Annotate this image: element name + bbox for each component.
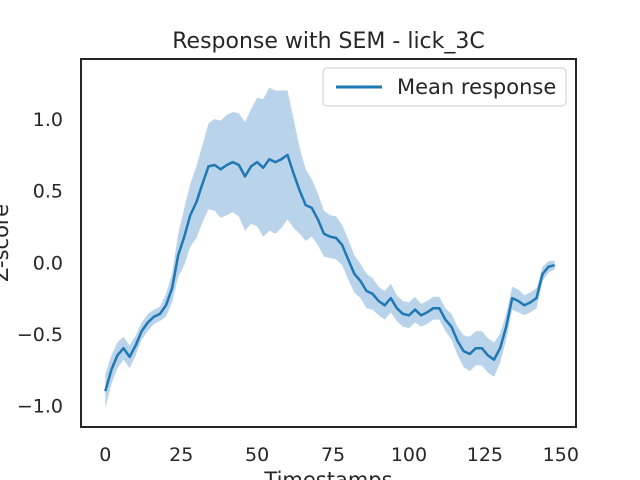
sem-band <box>105 87 555 409</box>
y-tick-label: 0.0 <box>33 252 63 274</box>
x-tick-label: 150 <box>543 444 579 466</box>
plot-frame <box>80 58 577 428</box>
y-ticks: −1.0 −0.5 0.0 0.5 1.0 <box>17 109 63 417</box>
y-tick-label: −1.0 <box>17 396 63 418</box>
chart-title: Response with SEM - lick_3C <box>172 29 485 54</box>
mean-line-layer <box>104 153 555 392</box>
x-axis-label: Timestamps <box>263 468 392 480</box>
sem-band-layer <box>105 87 555 409</box>
x-tick-label: 125 <box>467 444 503 466</box>
y-tick-label: 1.0 <box>33 109 63 131</box>
mean-response-line <box>104 153 555 392</box>
y-tick-label: 0.5 <box>33 181 63 203</box>
y-tick-label: −0.5 <box>17 324 63 346</box>
x-tick-label: 50 <box>245 444 269 466</box>
x-tick-label: 100 <box>391 444 427 466</box>
x-tick-label: 75 <box>321 444 345 466</box>
x-tick-label: 25 <box>169 444 193 466</box>
legend-box <box>322 67 567 107</box>
x-ticks: 0 25 50 75 100 125 150 <box>99 444 579 466</box>
y-axis-label: Z-score <box>0 204 13 282</box>
x-tick-label: 0 <box>99 444 111 466</box>
legend-label: Mean response <box>397 75 556 99</box>
legend: Mean response <box>322 67 567 107</box>
